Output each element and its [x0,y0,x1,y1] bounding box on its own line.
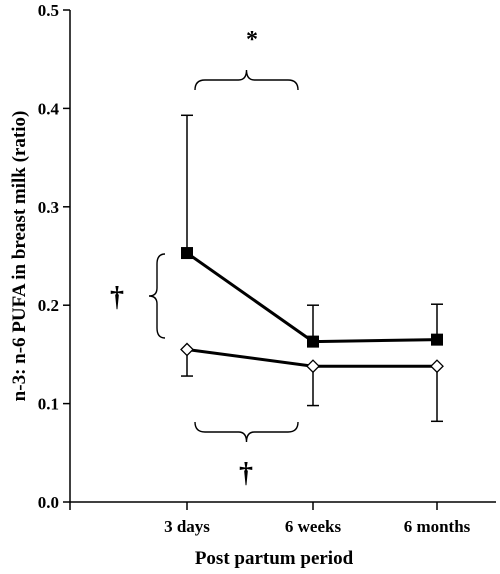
series-line [186,251,438,344]
y-axis-label: n-3: n-6 PUFA in breast milk (ratio) [9,111,30,402]
y-tick-label: 0.2 [38,296,59,315]
y-tick-label: 0.4 [38,99,60,118]
series [180,114,444,423]
bracket [148,253,166,339]
bracket [194,69,299,91]
data-point-diamond [180,342,194,357]
annotation-dagger-left: † [110,282,124,313]
y-tick-label: 0.5 [38,1,59,20]
x-axis-label: Post partum period [195,548,354,569]
y-ticks: 0.0 0.1 0.2 0.3 0.4 0.5 [38,1,70,512]
y-tick-label: 0.0 [38,493,59,512]
x-ticks: 3 days 6 weeks 6 months [69,502,471,536]
x-tick-label: 6 weeks [285,517,342,536]
y-tick-label: 0.3 [38,198,59,217]
data-point-diamond [430,359,444,374]
data-point-diamond [306,359,320,374]
x-tick-label: 6 months [404,517,471,536]
series-1 [181,114,443,348]
x-tick-label: 3 days [164,517,210,536]
data-point-square [307,335,319,348]
series-2 [180,342,444,423]
data-point-square [431,333,443,346]
annotation-asterisk: * [246,27,258,53]
bracket [194,421,299,443]
annotations: * † † [110,27,299,489]
y-tick-label: 0.1 [38,395,59,414]
annotation-dagger-bottom: † [239,458,253,489]
axes [69,10,496,503]
data-point-square [181,247,193,260]
